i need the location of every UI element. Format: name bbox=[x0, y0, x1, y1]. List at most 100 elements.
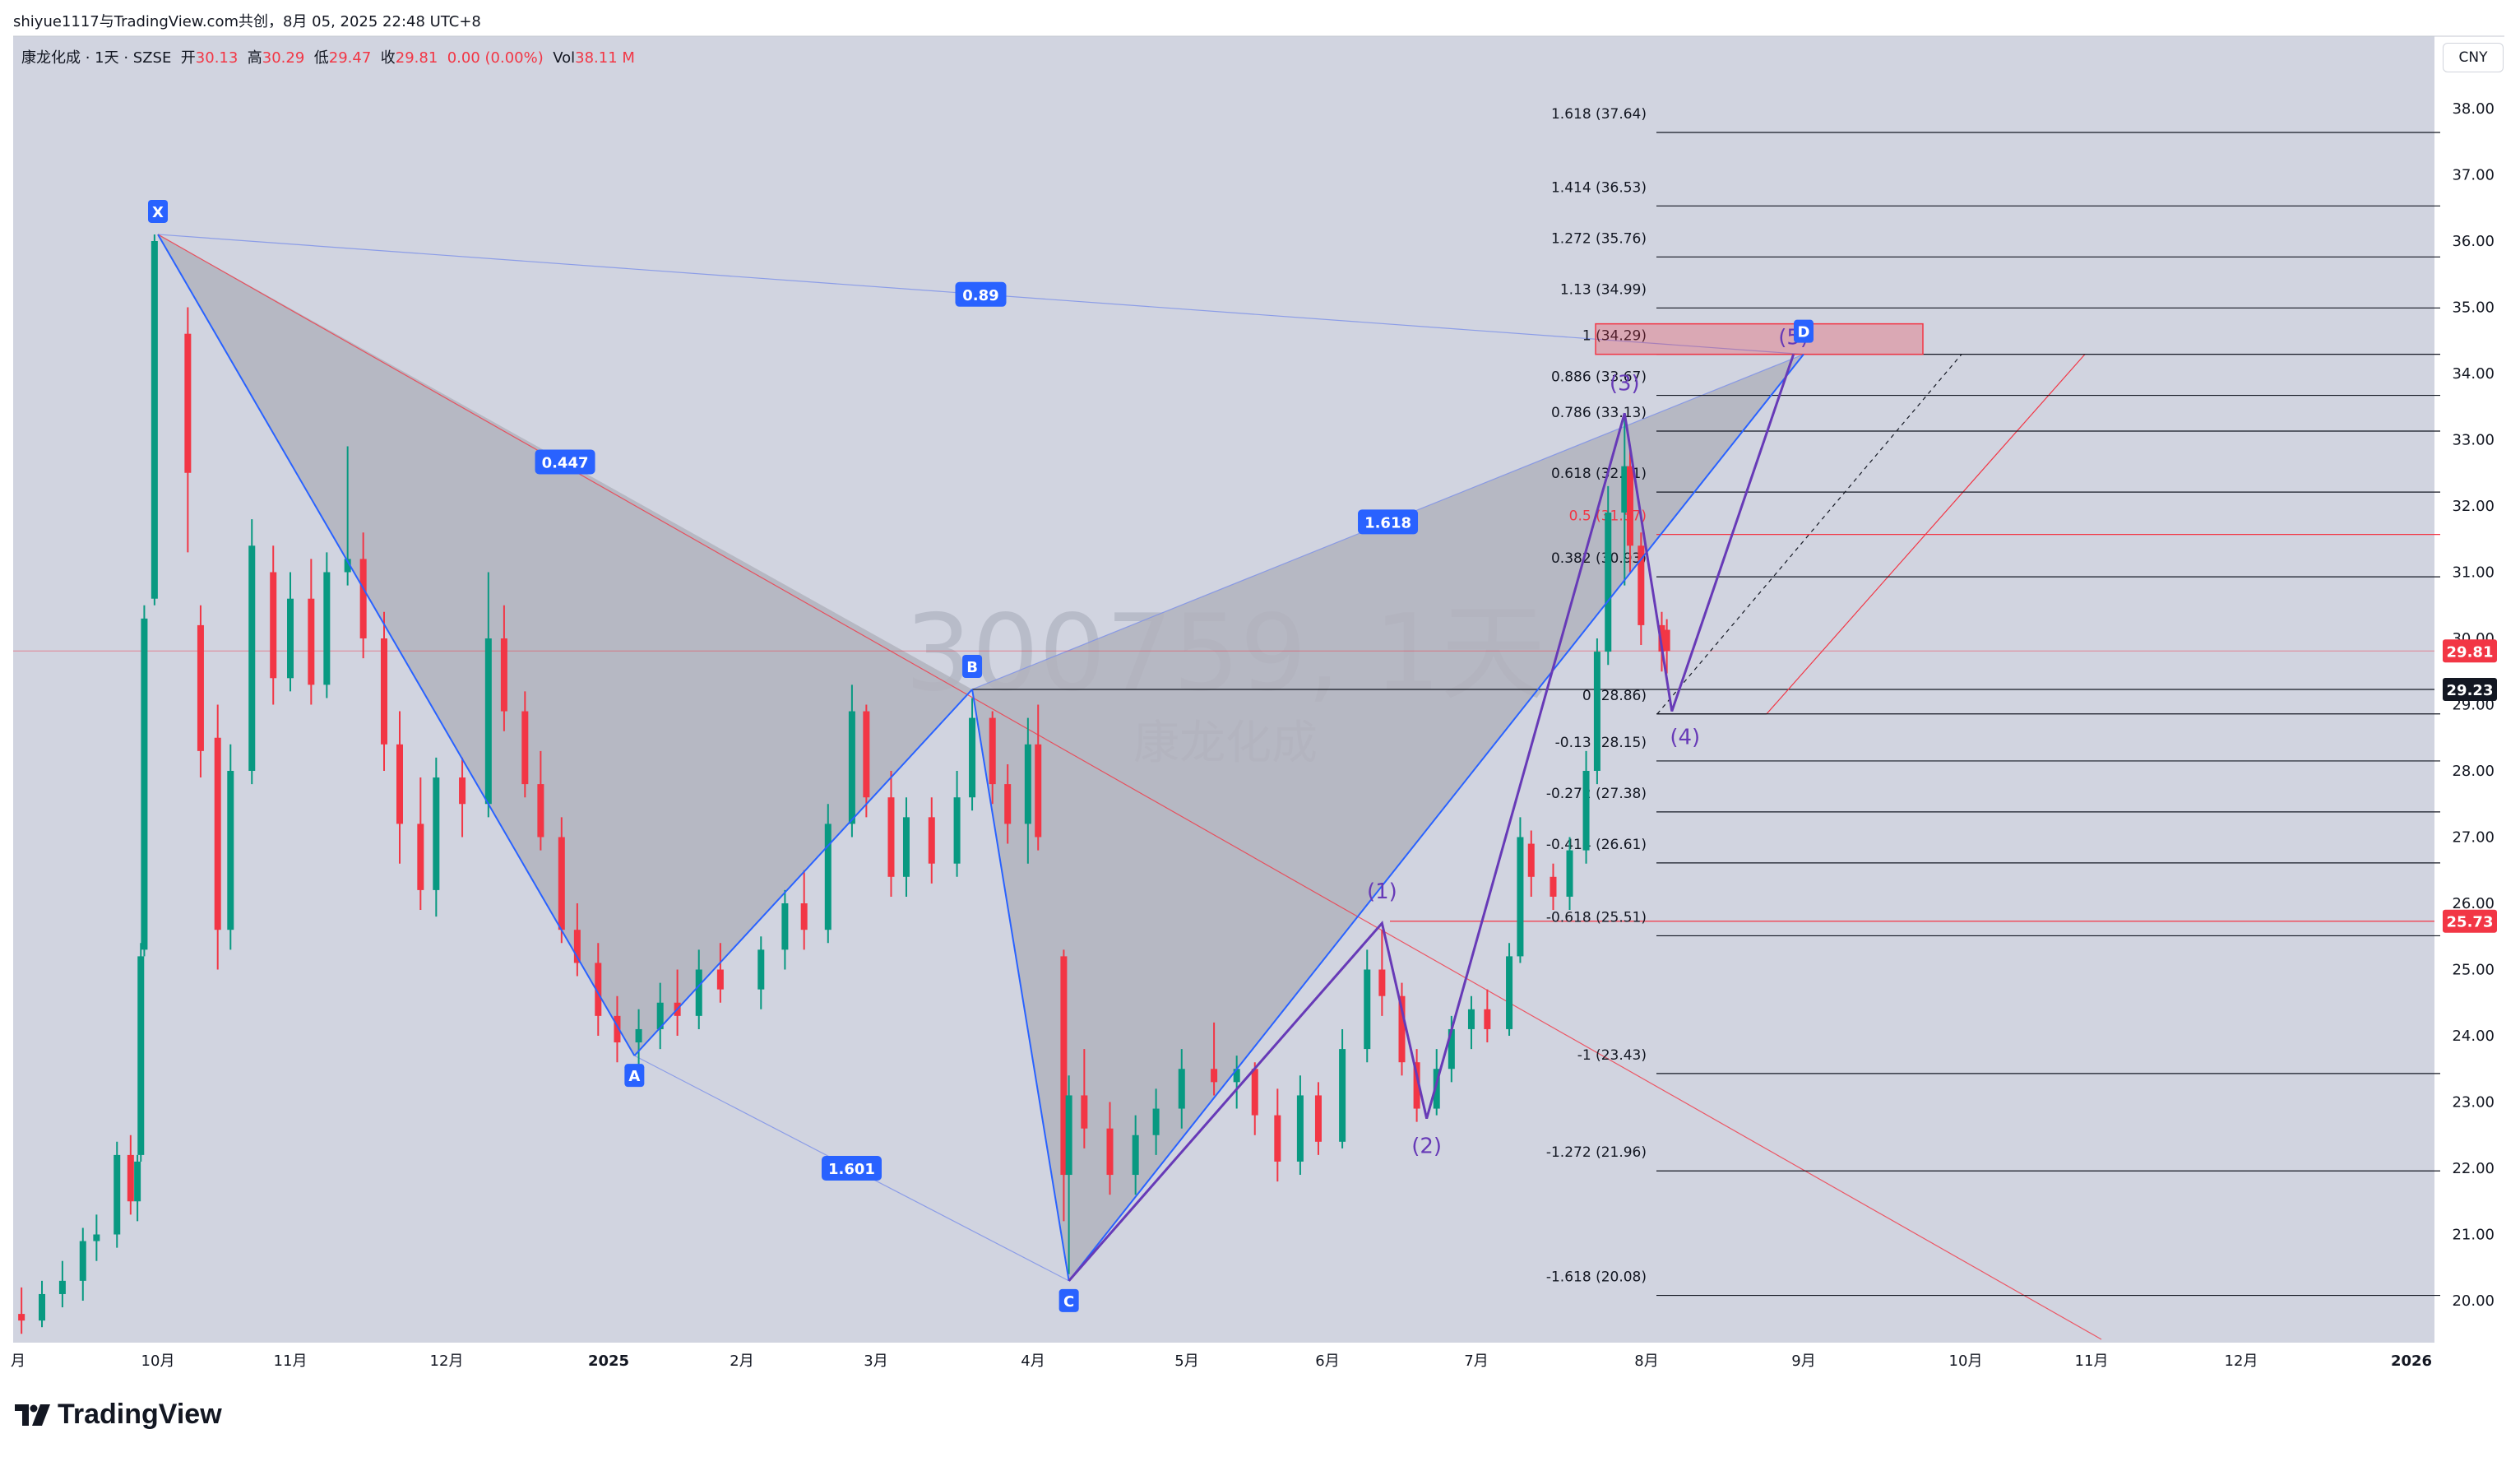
high-value: 30.29 bbox=[262, 49, 305, 67]
candle-body bbox=[227, 771, 234, 930]
candle-body bbox=[1065, 1095, 1072, 1176]
candle-body bbox=[1658, 624, 1665, 652]
open-label: 开 bbox=[180, 49, 196, 67]
price-axis-tick: 32.00 bbox=[2452, 498, 2495, 515]
price-chart[interactable]: 300759, 1天康龙化成1.618 (37.64)1.414 (36.53)… bbox=[0, 0, 2520, 1390]
pattern-point-badge bbox=[1058, 1288, 1079, 1312]
pattern-leg-bc bbox=[971, 689, 1070, 1282]
fib-level-label: 0 (28.86) bbox=[1582, 688, 1647, 704]
price-axis-tick: 20.00 bbox=[2452, 1292, 2495, 1310]
candle-body bbox=[1527, 843, 1535, 877]
wave-label: (1) bbox=[1367, 879, 1397, 904]
symbol-label[interactable]: 康龙化成 · 1天 · SZSE bbox=[21, 49, 172, 67]
candle-body bbox=[1233, 1069, 1240, 1083]
price-axis-tick: 21.00 bbox=[2452, 1227, 2495, 1244]
candle-body bbox=[848, 711, 855, 824]
open-value: 30.13 bbox=[195, 49, 239, 67]
pattern-point-badge bbox=[148, 199, 168, 223]
time-axis-tick: 7月 bbox=[1464, 1353, 1488, 1370]
time-axis-tick: 2025 bbox=[588, 1353, 629, 1370]
ratio-label: 1.601 bbox=[828, 1161, 875, 1178]
candle-body bbox=[1178, 1069, 1185, 1109]
candle-body bbox=[1314, 1095, 1322, 1142]
candle-body bbox=[863, 711, 870, 798]
candle-body bbox=[308, 598, 315, 685]
bcd-triangle bbox=[972, 354, 1804, 1281]
candle-body bbox=[757, 949, 765, 990]
time-axis-tick: 月 bbox=[11, 1353, 25, 1370]
candle-body bbox=[1593, 652, 1600, 771]
candle-body bbox=[396, 744, 403, 824]
candle-body bbox=[989, 717, 996, 785]
low-label: 低 bbox=[313, 49, 329, 67]
candle-body bbox=[1378, 969, 1386, 996]
pattern-point-badge bbox=[1794, 319, 1814, 343]
price-axis-tick: 23.00 bbox=[2452, 1094, 2495, 1111]
candle-body bbox=[1339, 1049, 1346, 1142]
time-axis-tick: 2月 bbox=[730, 1353, 753, 1370]
volume-value: 38.11 M bbox=[575, 49, 635, 67]
candle-body bbox=[537, 784, 544, 838]
fib-level-label: -0.272 (27.38) bbox=[1546, 786, 1647, 802]
candle-body bbox=[58, 1280, 66, 1294]
volume-label: Vol bbox=[553, 49, 576, 67]
tradingview-logo[interactable]: TradingView bbox=[15, 1399, 222, 1431]
price-axis-tick: 27.00 bbox=[2452, 829, 2495, 847]
ratio-label: 1.618 bbox=[1364, 514, 1411, 531]
wave-label: (2) bbox=[1411, 1135, 1442, 1159]
bottom-bar bbox=[0, 1379, 2520, 1457]
time-axis-tick: 12月 bbox=[430, 1353, 464, 1370]
candle-body bbox=[614, 1015, 621, 1043]
pattern-point-badge bbox=[624, 1064, 645, 1088]
price-axis-tick: 34.00 bbox=[2452, 365, 2495, 383]
change-value: 0.00 (0.00%) bbox=[447, 49, 544, 67]
candle-body bbox=[184, 333, 192, 473]
time-axis-tick: 3月 bbox=[864, 1353, 887, 1370]
candle-body bbox=[781, 903, 789, 950]
candle-body bbox=[1274, 1115, 1281, 1162]
ratio-badge bbox=[535, 449, 595, 475]
pattern-leg-cd bbox=[1068, 354, 1804, 1282]
high-label: 高 bbox=[247, 49, 262, 67]
candle-body bbox=[716, 969, 724, 990]
ratio-badge bbox=[955, 281, 1007, 307]
candle-body bbox=[1566, 850, 1573, 897]
fib-level-label: 1.414 (36.53) bbox=[1551, 179, 1647, 196]
candle-body bbox=[484, 638, 492, 805]
candle-body bbox=[1638, 545, 1645, 625]
candle-body bbox=[1132, 1135, 1139, 1176]
ratio-badge bbox=[1358, 509, 1419, 535]
candle-body bbox=[1398, 995, 1406, 1063]
candle-body bbox=[1484, 1009, 1491, 1029]
tradingview-logo-icon bbox=[15, 1404, 50, 1426]
candle-body bbox=[1251, 1069, 1258, 1116]
candle-body bbox=[928, 817, 935, 864]
price-axis-tick: 38.00 bbox=[2452, 100, 2495, 118]
candle-body bbox=[953, 797, 961, 864]
price-axis-tick: 36.00 bbox=[2452, 233, 2495, 250]
price-label-text: 25.73 bbox=[2447, 914, 2494, 931]
price-axis-tick: 37.00 bbox=[2452, 167, 2495, 184]
pattern-point-label: B bbox=[966, 659, 978, 676]
fib-level-label: 1.272 (35.76) bbox=[1551, 230, 1647, 247]
currency-button[interactable]: CNY bbox=[2443, 43, 2504, 72]
candle-body bbox=[323, 572, 331, 685]
price-axis-tick: 26.00 bbox=[2452, 895, 2495, 912]
candle-body bbox=[270, 572, 277, 679]
price-axis-tick: 31.00 bbox=[2452, 564, 2495, 582]
candle-body bbox=[127, 1154, 134, 1202]
candle-body bbox=[137, 956, 145, 1155]
fib-level-label: -1.618 (20.08) bbox=[1546, 1269, 1647, 1286]
candle-body bbox=[359, 559, 367, 638]
fib-level-label: 1 (34.29) bbox=[1582, 328, 1647, 345]
price-axis-tick: 35.00 bbox=[2452, 299, 2495, 317]
fib-level-label: -0.618 (25.51) bbox=[1546, 909, 1647, 926]
candle-body bbox=[39, 1293, 46, 1321]
candle-body bbox=[248, 545, 256, 771]
candle-body bbox=[287, 598, 294, 679]
candle-body bbox=[1106, 1128, 1114, 1176]
fib-level-label: 0.382 (30.93) bbox=[1551, 550, 1647, 567]
candle-body bbox=[1413, 1062, 1420, 1109]
pattern-point-label: A bbox=[628, 1068, 640, 1085]
candle-body bbox=[1035, 744, 1042, 838]
